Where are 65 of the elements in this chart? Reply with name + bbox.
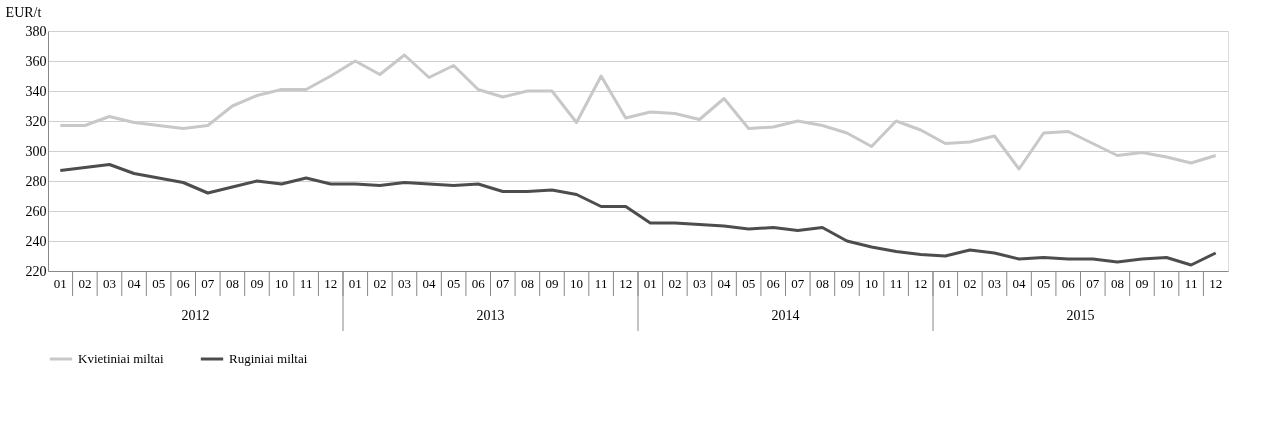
x-tick-label: 05 xyxy=(1037,276,1051,291)
y-tick-label: 340 xyxy=(25,83,47,99)
x-tick-label: 01 xyxy=(643,276,657,291)
x-tick-label: 12 xyxy=(324,276,338,291)
x-tick-label: 12 xyxy=(619,276,633,291)
x-tick-label: 09 xyxy=(840,276,854,291)
text: 2015 xyxy=(1066,308,1095,323)
x-tick-label: 04 xyxy=(717,276,732,291)
x-tick-label: 06 xyxy=(471,276,486,291)
y-tick-label: 260 xyxy=(25,203,47,219)
x-tick-label: 10 xyxy=(570,276,584,291)
x-tick-label: 03 xyxy=(692,276,706,291)
y-tick-label: 240 xyxy=(25,233,47,249)
line-series xyxy=(58,163,1218,267)
x-tick-label: 03 xyxy=(397,276,411,291)
x-tick-label: 05 xyxy=(152,276,166,291)
x-tick-label: 07 xyxy=(791,276,805,291)
x-tick-label: 09 xyxy=(1135,276,1149,291)
x-tick-label: 08 xyxy=(1110,276,1124,291)
x-tick-label: 11 xyxy=(594,276,608,291)
x-tick-label: 07 xyxy=(201,276,215,291)
x-tick-label: 06 xyxy=(766,276,781,291)
y-tick-label: 280 xyxy=(25,173,47,189)
x-tick-label: 07 xyxy=(496,276,510,291)
x-tick-label: 05 xyxy=(742,276,756,291)
x-tick-label: 11 xyxy=(889,276,903,291)
y-axis-title: EUR/t xyxy=(5,4,42,20)
x-tick-label: 04 xyxy=(1012,276,1027,291)
x-tick-label: 02 xyxy=(78,276,92,291)
x-tick-label: 09 xyxy=(250,276,264,291)
y-tick-label: 320 xyxy=(25,113,47,129)
x-tick-label: 02 xyxy=(963,276,977,291)
x-tick-label: 06 xyxy=(1061,276,1076,291)
x-tick-label: 04 xyxy=(422,276,437,291)
x-tick-label: 06 xyxy=(176,276,191,291)
x-tick-label: 11 xyxy=(299,276,313,291)
x-tick-label: 03 xyxy=(987,276,1001,291)
x-tick-label: 02 xyxy=(668,276,682,291)
text: 2013 xyxy=(476,308,505,323)
y-tick-label: 360 xyxy=(25,53,47,69)
x-tick-label: 03 xyxy=(102,276,116,291)
x-tick-label: 02 xyxy=(373,276,387,291)
x-tick-label: 11 xyxy=(1184,276,1198,291)
x-tick-label: 05 xyxy=(447,276,461,291)
x-tick-label: 12 xyxy=(914,276,928,291)
x-tick-label: 08 xyxy=(225,276,239,291)
x-tick-label: 10 xyxy=(275,276,289,291)
x-tick-label: 07 xyxy=(1086,276,1100,291)
x-tick-label: 01 xyxy=(53,276,67,291)
legend-label: Ruginiai miltai xyxy=(229,351,308,366)
x-tick-label: 01 xyxy=(938,276,952,291)
legend-label: Kvietiniai miltai xyxy=(78,351,164,366)
y-tick-label: 380 xyxy=(25,23,47,39)
y-tick-label: 300 xyxy=(25,143,47,159)
x-tick-label: 04 xyxy=(127,276,142,291)
x-tick-label: 09 xyxy=(545,276,559,291)
text: 2014 xyxy=(771,308,800,323)
x-tick-label: 08 xyxy=(520,276,534,291)
text: 2012 xyxy=(181,308,210,323)
x-tick-label: 10 xyxy=(865,276,879,291)
x-tick-label: 12 xyxy=(1209,276,1223,291)
y-tick-label: 220 xyxy=(25,263,47,279)
x-tick-label: 10 xyxy=(1160,276,1174,291)
x-tick-label: 08 xyxy=(815,276,829,291)
x-tick-label: 01 xyxy=(348,276,362,291)
